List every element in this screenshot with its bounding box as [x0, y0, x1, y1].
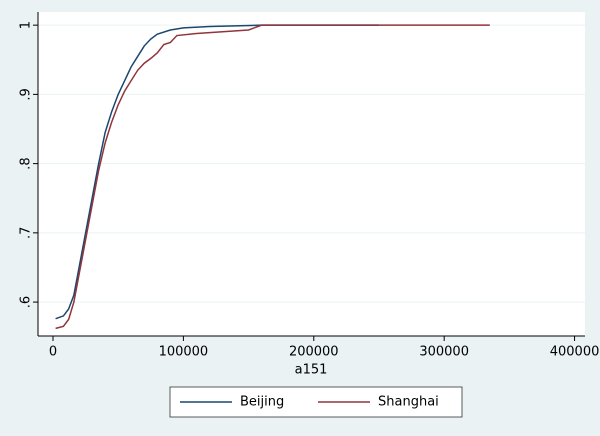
- y-tick-label: 1: [19, 21, 34, 29]
- y-tick-label: .8: [19, 157, 34, 169]
- legend-label: Shanghai: [378, 395, 439, 410]
- x-tick-label: 300000: [419, 345, 469, 360]
- series-line: [55, 24, 379, 320]
- plot-area: [38, 12, 585, 336]
- y-tick-label: .6: [19, 296, 34, 308]
- x-tick-label: 0: [49, 345, 57, 360]
- y-tick-label: .9: [19, 88, 34, 100]
- x-tick-label: 100000: [159, 345, 209, 360]
- x-axis-label: a151: [295, 363, 328, 378]
- series-line: [55, 24, 490, 330]
- x-tick-label: 400000: [550, 345, 600, 360]
- legend-label: Beijing: [240, 395, 284, 410]
- y-tick-label: .7: [19, 227, 34, 239]
- x-tick-label: 200000: [289, 345, 339, 360]
